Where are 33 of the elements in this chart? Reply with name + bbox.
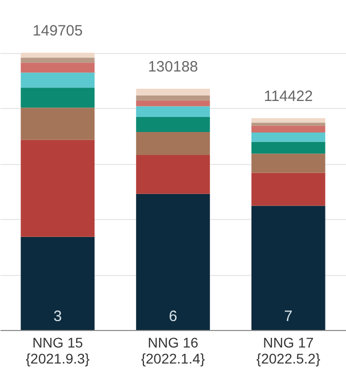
bar: [136, 132, 210, 156]
bar: [20, 140, 95, 237]
annotation: 7: [284, 308, 293, 325]
bar: [20, 52, 95, 58]
annotation: 149705: [32, 22, 83, 40]
bar: [251, 142, 326, 154]
bar: [20, 72, 95, 88]
bar: [20, 62, 95, 73]
bar: [20, 236, 95, 330]
bar: [251, 132, 326, 142]
bar: [251, 154, 326, 173]
x-tick-label: NNG 15 {2021.9.3}: [26, 334, 90, 366]
bar: [251, 118, 326, 123]
bar: [136, 155, 210, 194]
annotation: 6: [168, 308, 178, 325]
bar: [251, 172, 326, 206]
bar: [20, 108, 95, 140]
bar: [136, 88, 210, 96]
bar: [251, 126, 326, 133]
annotation: 130188: [148, 58, 198, 76]
x-tick-label: NNG 17 {2022.5.2}: [256, 334, 321, 366]
bar: [251, 206, 326, 330]
bar: [136, 106, 210, 118]
annotation: 114422: [264, 88, 313, 106]
x-tick-label: NNG 16 {2022.1.4}: [141, 334, 206, 366]
bar: [136, 117, 210, 132]
bar: [136, 194, 210, 330]
bar: [20, 58, 95, 63]
bar: [251, 122, 326, 126]
bar: [20, 88, 95, 108]
annotation: 3: [53, 308, 62, 325]
bar: [136, 95, 210, 100]
bar: [136, 100, 210, 106]
